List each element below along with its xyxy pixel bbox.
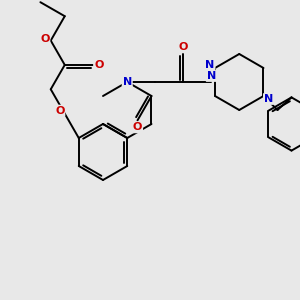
Text: N: N: [207, 71, 216, 81]
Text: O: O: [40, 34, 50, 44]
Text: N: N: [206, 60, 214, 70]
Text: N: N: [123, 77, 132, 87]
Text: O: O: [55, 106, 64, 116]
Text: N: N: [264, 94, 273, 104]
Text: O: O: [133, 122, 142, 132]
Text: O: O: [178, 42, 188, 52]
Text: O: O: [94, 60, 104, 70]
